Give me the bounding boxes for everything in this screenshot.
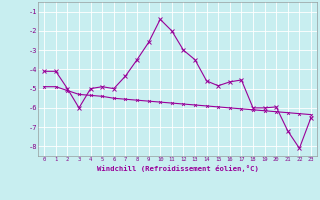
X-axis label: Windchill (Refroidissement éolien,°C): Windchill (Refroidissement éolien,°C) [97,165,259,172]
